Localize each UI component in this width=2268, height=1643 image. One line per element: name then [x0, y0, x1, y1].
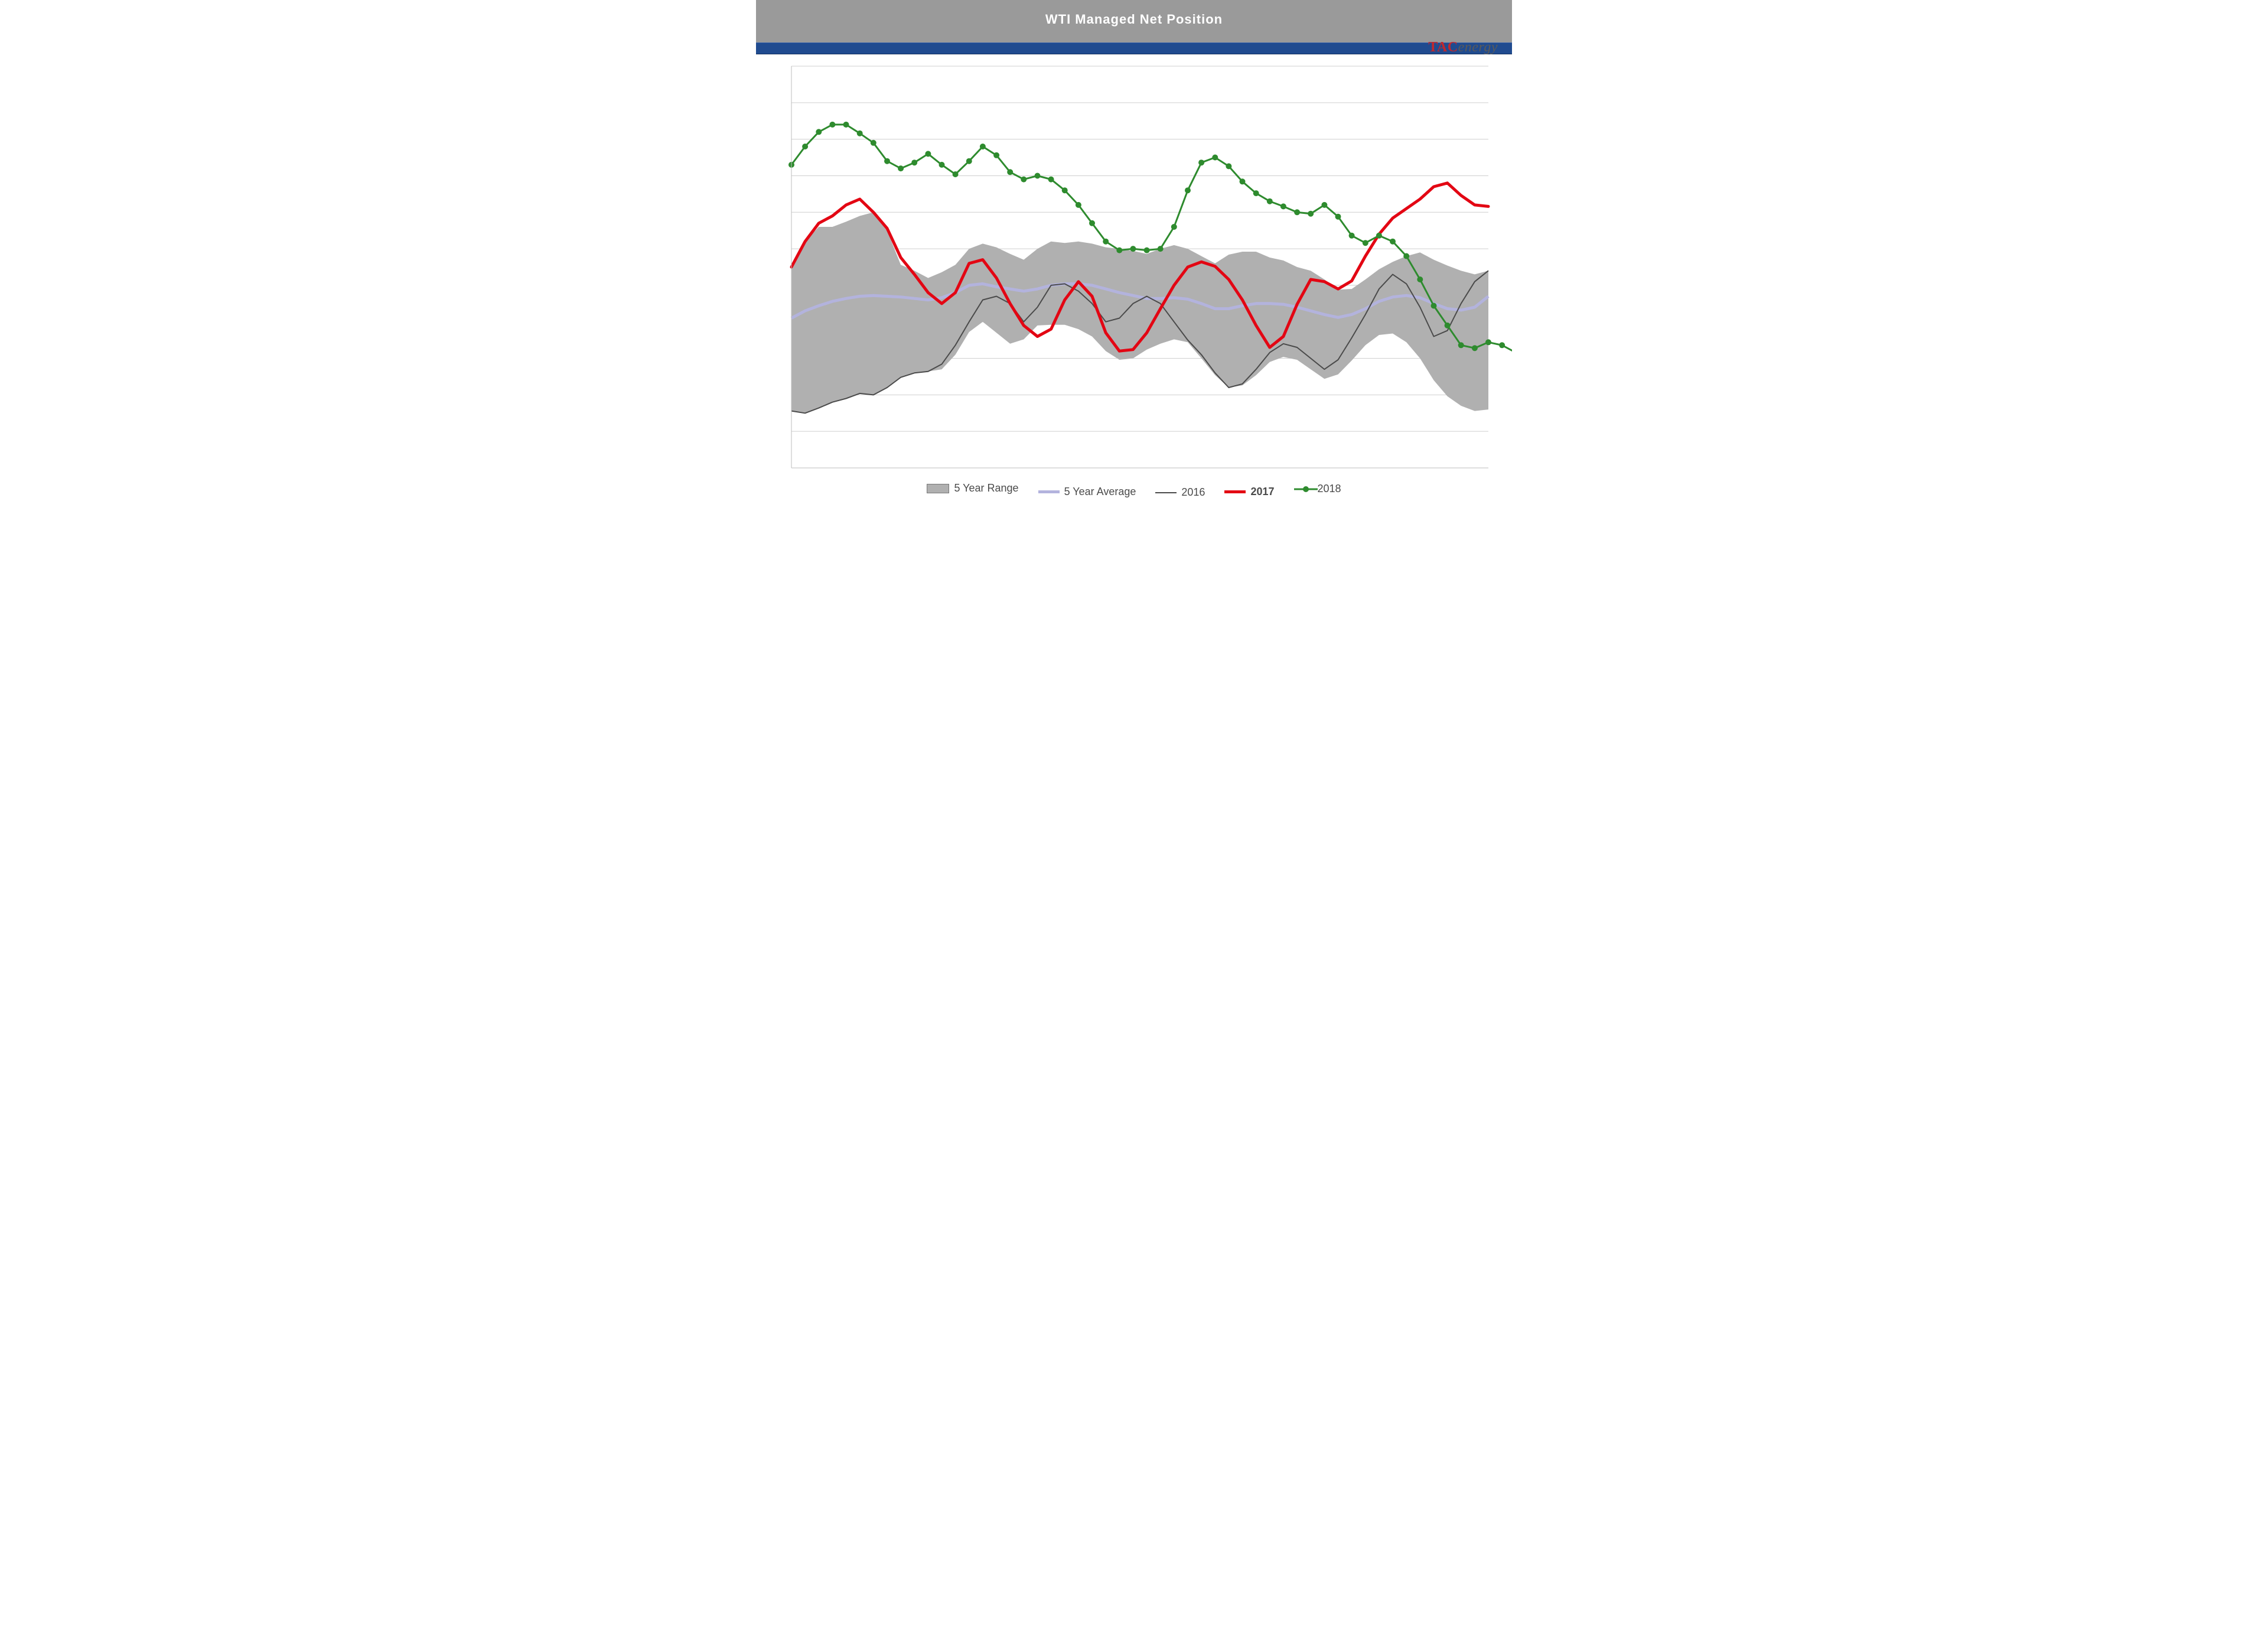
- legend-swatch-range: [927, 484, 949, 493]
- legend-line-2016: [1155, 492, 1177, 493]
- legend-label-2016: 2016: [1181, 486, 1205, 499]
- header-underline: [756, 43, 1512, 54]
- chart-title: WTI Managed Net Position: [756, 0, 1512, 39]
- legend-label-2017: 2017: [1250, 486, 1274, 498]
- legend-label-2018: 2018: [1318, 483, 1341, 495]
- chart-card: WTI Managed Net Position TACenergy 5 Yea…: [756, 0, 1512, 509]
- legend-line-2018: [1294, 485, 1318, 493]
- legend-item-range: 5 Year Range: [927, 482, 1018, 494]
- legend-line-2017: [1224, 490, 1246, 493]
- brand-energy: energy: [1458, 40, 1498, 55]
- brand-logo: TACenergy: [1428, 39, 1498, 56]
- brand-tac: TAC: [1428, 40, 1458, 55]
- legend-item-average: 5 Year Average: [1038, 486, 1136, 498]
- chart-svg: [756, 54, 1512, 509]
- legend-item-2018: 2018: [1294, 483, 1341, 495]
- chart-plot-area: 5 Year Range 5 Year Average 2016 2017 20…: [756, 54, 1512, 509]
- header-bar: WTI Managed Net Position TACenergy: [756, 0, 1512, 43]
- legend: 5 Year Range 5 Year Average 2016 2017 20…: [756, 482, 1512, 499]
- legend-item-2017: 2017: [1224, 486, 1274, 498]
- legend-label-average: 5 Year Average: [1064, 486, 1136, 498]
- legend-item-2016: 2016: [1155, 486, 1205, 499]
- legend-line-average: [1038, 490, 1060, 493]
- legend-label-range: 5 Year Range: [954, 482, 1018, 494]
